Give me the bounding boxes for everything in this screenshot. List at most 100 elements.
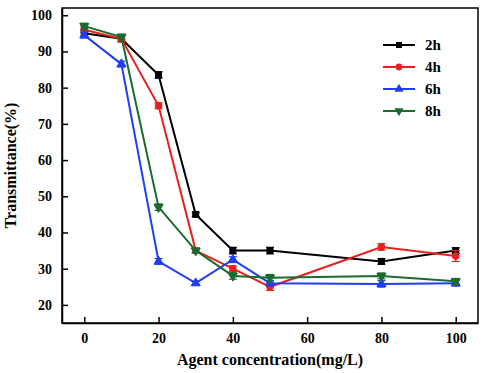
x-tick: 40 <box>226 317 240 346</box>
error-bar <box>377 259 385 265</box>
plot-frame <box>62 8 478 323</box>
legend-label: 4h <box>425 59 442 75</box>
x-tick: 100 <box>446 317 467 346</box>
x-tick-label: 80 <box>375 331 389 346</box>
y-tick-mark <box>62 268 68 270</box>
error-bar <box>155 72 163 79</box>
series-marker <box>377 273 386 281</box>
series-marker <box>154 205 163 213</box>
y-tick: 100 <box>31 8 68 23</box>
y-tick-mark <box>62 124 68 126</box>
error-bar-cap <box>452 261 460 262</box>
series-marker <box>451 279 460 287</box>
y-tick: 60 <box>38 153 68 168</box>
y-tick-mark <box>62 51 68 53</box>
chart-svg: 0 20 40 60 80 100 20 30 40 50 60 70 80 90 100 Agent con… <box>0 0 490 373</box>
x-tick-label: 60 <box>301 331 315 346</box>
series-marker <box>117 34 126 42</box>
series-2 <box>80 30 461 287</box>
y-tick-label: 80 <box>38 81 52 96</box>
legend-marker <box>394 108 403 116</box>
series-marker <box>378 244 385 251</box>
series-marker <box>265 275 274 283</box>
series-marker <box>117 59 126 67</box>
error-bar <box>192 212 200 216</box>
y-tick: 30 <box>38 262 68 277</box>
series-marker <box>229 265 236 272</box>
x-tick-mark <box>158 317 160 323</box>
y-tick: 40 <box>38 225 68 240</box>
series-3 <box>80 23 461 286</box>
error-bar <box>155 103 163 109</box>
x-tick: 0 <box>81 317 88 346</box>
error-bar <box>229 247 237 254</box>
y-tick-label: 20 <box>38 298 52 313</box>
series-marker <box>156 72 162 78</box>
legend-label: 6h <box>425 81 442 97</box>
legend-label: 2h <box>425 37 442 53</box>
legend-marker <box>396 42 402 48</box>
series-marker <box>267 248 273 254</box>
x-axis-line <box>63 323 479 325</box>
series-marker <box>230 248 236 254</box>
x-tick-mark <box>233 317 235 323</box>
legend-item: 6h <box>383 81 442 97</box>
y-tick-mark <box>62 232 68 234</box>
x-tick-label: 20 <box>152 331 166 346</box>
y-axis-title: Transmittance(%) <box>2 103 20 229</box>
series-marker <box>451 278 460 286</box>
y-tick: 80 <box>38 81 68 96</box>
y-tick-label: 70 <box>38 117 52 132</box>
x-tick-mark <box>307 317 309 323</box>
y-tick: 20 <box>38 298 68 313</box>
y-tick-label: 40 <box>38 225 52 240</box>
y-tick-label: 30 <box>38 262 52 277</box>
legend: 2h 4h 6h 8h <box>383 37 442 119</box>
y-tick-mark <box>62 305 68 307</box>
series-marker <box>378 258 384 264</box>
legend-label: 8h <box>425 103 442 119</box>
x-tick-label: 100 <box>446 331 467 346</box>
error-bar <box>452 251 460 262</box>
legend-item: 4h <box>383 59 442 75</box>
legend-marker <box>394 84 403 92</box>
legend-item: 8h <box>383 103 442 119</box>
y-axis: 20 30 40 50 60 70 80 90 100 <box>31 8 68 323</box>
series-line <box>84 35 455 284</box>
series-marker <box>154 256 163 264</box>
error-bar <box>377 244 385 251</box>
series-marker <box>191 278 200 286</box>
series-marker <box>155 102 162 109</box>
series-marker <box>228 273 237 281</box>
y-tick: 90 <box>38 44 68 59</box>
series-marker <box>193 211 199 217</box>
y-tick: 50 <box>38 189 68 204</box>
x-axis-title: Agent concentration(mg/L) <box>177 351 363 369</box>
y-tick-label: 100 <box>31 8 52 23</box>
error-bar <box>229 266 237 272</box>
series-marker <box>80 23 89 31</box>
y-tick-mark <box>62 87 68 89</box>
x-tick-label: 40 <box>226 331 240 346</box>
series-marker <box>452 253 459 260</box>
x-tick: 80 <box>375 317 389 346</box>
x-tick-label: 0 <box>81 331 88 346</box>
series-marker <box>228 254 237 262</box>
series-line <box>84 30 455 287</box>
legend-item: 2h <box>383 37 442 53</box>
x-tick-mark <box>84 317 86 323</box>
y-tick: 70 <box>38 117 68 132</box>
legend-marker <box>396 64 403 71</box>
y-tick-label: 60 <box>38 153 52 168</box>
x-tick: 60 <box>301 317 315 346</box>
series-1 <box>80 26 459 290</box>
error-bar-cap <box>452 250 460 251</box>
series-line <box>84 33 455 261</box>
x-axis: 0 20 40 60 80 100 <box>63 317 479 346</box>
y-tick-mark <box>62 15 68 17</box>
series-marker <box>191 248 200 256</box>
y-tick-mark <box>62 196 68 198</box>
x-tick: 20 <box>152 317 166 346</box>
y-tick-label: 90 <box>38 44 52 59</box>
y-axis-line <box>62 9 64 324</box>
